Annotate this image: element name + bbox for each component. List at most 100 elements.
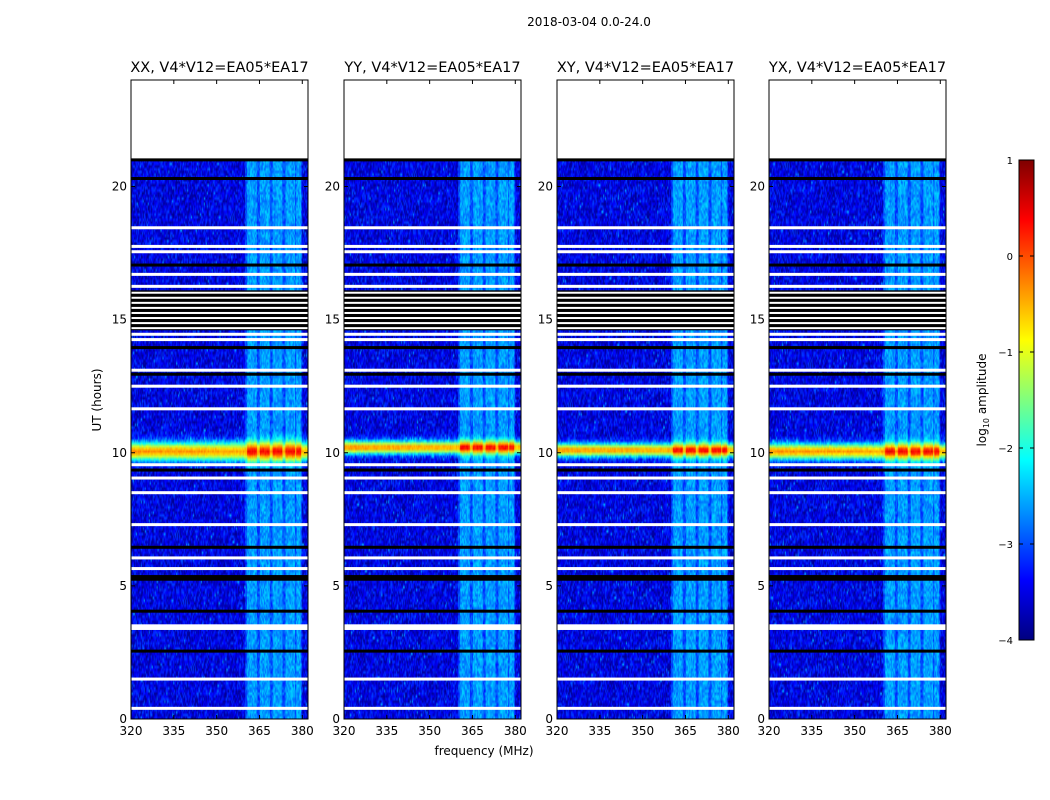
x-tick-label: 335 [375,724,398,738]
panel-frame [768,79,947,720]
flagged-row-black [557,468,734,472]
flagged-row-black [769,372,946,376]
x-tick-label: 365 [461,724,484,738]
y-tick-label: 0 [119,712,127,726]
y-tick-label: 20 [750,180,765,194]
flag-block-stripe [769,306,946,309]
flagged-row-white [131,332,308,336]
flagged-row-white [344,250,521,254]
y-tick-label: 15 [112,313,127,327]
flagged-row-white [131,272,308,276]
flagged-row-white [557,476,734,480]
flagged-row-white [131,556,308,560]
flagged-row-white [769,463,946,467]
flagged-row-white [557,626,734,630]
flagged-row-white [557,368,734,372]
data-end-line [344,158,521,162]
flagged-row-white [131,567,308,571]
x-tick-label: 320 [758,724,781,738]
flagged-row-white [557,567,734,571]
y-tick-label: 15 [750,313,765,327]
flagged-row-black [557,177,734,181]
flagged-row-white [131,338,308,342]
flagged-row-white [557,284,734,288]
flagged-row-black [557,575,734,579]
flagged-row-black [769,263,946,267]
flagged-row-white [557,384,734,388]
flagged-row-white [131,491,308,495]
flagged-row-white [344,556,521,560]
flag-block-stripe [557,301,734,304]
flagged-row-white [769,626,946,630]
flagged-row-black [557,263,734,267]
flagged-row-white [769,332,946,336]
flagged-row-black [769,577,946,581]
flag-block-stripe [769,317,946,320]
flagged-row-white [769,338,946,342]
flag-block-stripe [131,317,308,320]
flagged-row-white [557,226,734,230]
flagged-row-black [557,346,734,350]
flag-block-stripe [769,296,946,299]
y-tick-label: 5 [119,579,127,593]
flag-block [769,290,946,331]
flag-block-stripe [769,311,946,314]
flagged-row-white [131,368,308,372]
flagged-row-white [131,624,308,628]
flagged-row-black [344,649,521,653]
y-tick-label: 15 [538,313,553,327]
y-tick-label: 5 [545,579,553,593]
flag-block-stripe [344,306,521,309]
flagged-row-white [344,476,521,480]
flagged-row-black [131,177,308,181]
flag-block-stripe [131,291,308,294]
flag-block-stripe [344,327,521,330]
flagged-row-white [769,677,946,681]
flag-block [557,290,734,331]
flagged-row-white [344,368,521,372]
panels-layer: XX, V4*V12=EA05*EA17 320 335 350 365 380 0 5 10 1… [112,60,952,738]
flag-block-stripe [557,296,734,299]
flagged-row-black [131,577,308,581]
colorbar-tick-label: −4 [998,636,1013,647]
flagged-row-white [344,677,521,681]
y-tick-label: 20 [325,180,340,194]
x-tick-label: 320 [333,724,356,738]
flagged-row-black [131,263,308,267]
x-tick-label: 335 [162,724,185,738]
flag-block [131,290,308,331]
heatmap-raster [557,80,734,719]
flagged-row-black [557,545,734,549]
x-tick-label: 380 [717,724,740,738]
flagged-row-white [769,250,946,254]
flagged-row-white [344,624,521,628]
y-tick-label: 0 [757,712,765,726]
y-tick-label: 20 [538,180,553,194]
flagged-row-black [131,372,308,376]
flagged-row-white [131,384,308,388]
flagged-row-white [557,677,734,681]
flagged-row-white [131,250,308,254]
flagged-row-black [769,649,946,653]
flag-block-stripe [131,296,308,299]
flagged-row-white [557,407,734,411]
flagged-row-white [131,523,308,527]
x-tick-label: 335 [588,724,611,738]
data-end-line [557,158,734,162]
colorbar-tick-label: −1 [998,348,1013,359]
flagged-row-white [344,338,521,342]
y-tick-label: 10 [538,446,553,460]
panel-frame [556,79,735,720]
flagged-row-white [557,272,734,276]
flag-block-stripe [557,327,734,330]
panel-frame [130,79,309,720]
flagged-row-white [769,368,946,372]
flagged-row-white [344,272,521,276]
heatmap-raster [769,80,946,719]
flagged-row-black [131,346,308,350]
flagged-row-white [769,476,946,480]
x-tick-label: 380 [291,724,314,738]
flagged-row-white [769,284,946,288]
flagged-row-black [344,468,521,472]
x-tick-label: 335 [800,724,823,738]
